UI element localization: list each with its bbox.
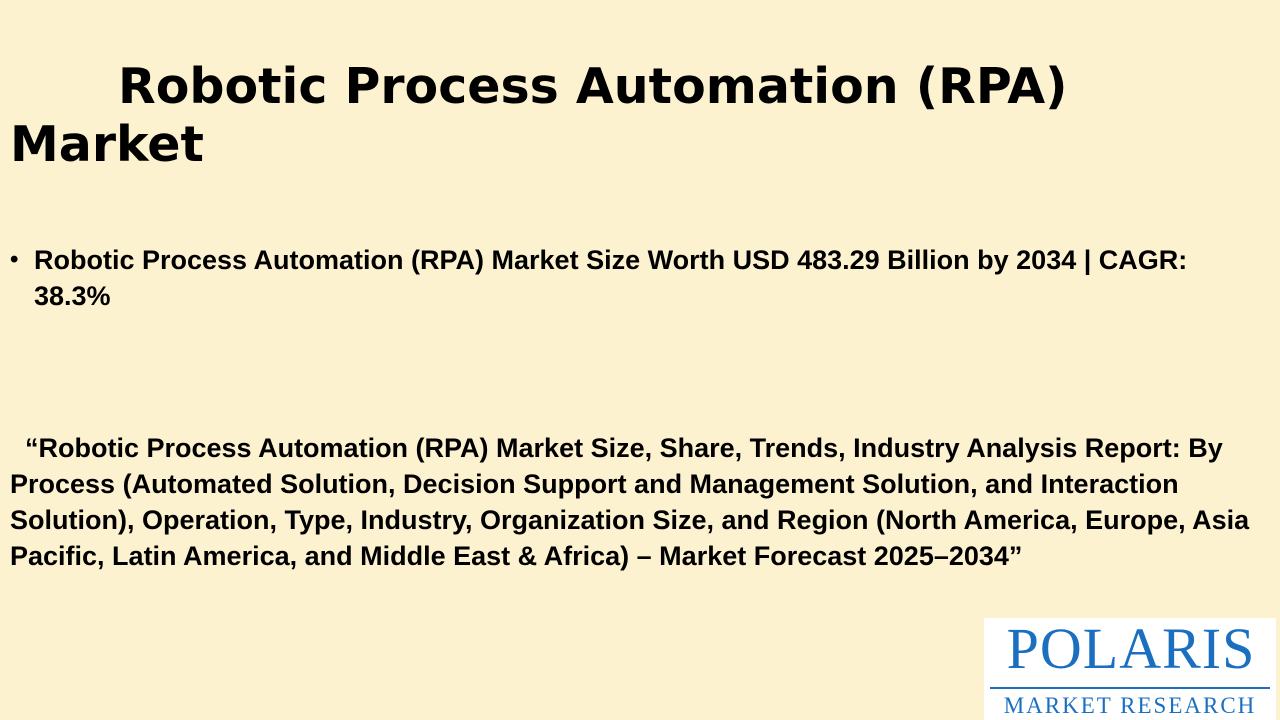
logo-subtitle: MARKET RESEARCH — [1003, 693, 1257, 718]
report-title: “Robotic Process Automation (RPA) Market… — [10, 433, 1257, 571]
polaris-logo: POLARIS MARKET RESEARCH — [984, 618, 1276, 720]
logo-divider — [990, 687, 1270, 689]
bullet-icon: • — [10, 246, 19, 273]
logo-name: POLARIS — [1006, 616, 1256, 681]
market-size-text: Robotic Process Automation (RPA) Market … — [34, 245, 1188, 311]
bullet-item: • Robotic Process Automation (RPA) Marke… — [10, 242, 1250, 314]
slide-title: Robotic Process Automation (RPA) Market — [10, 58, 1068, 173]
